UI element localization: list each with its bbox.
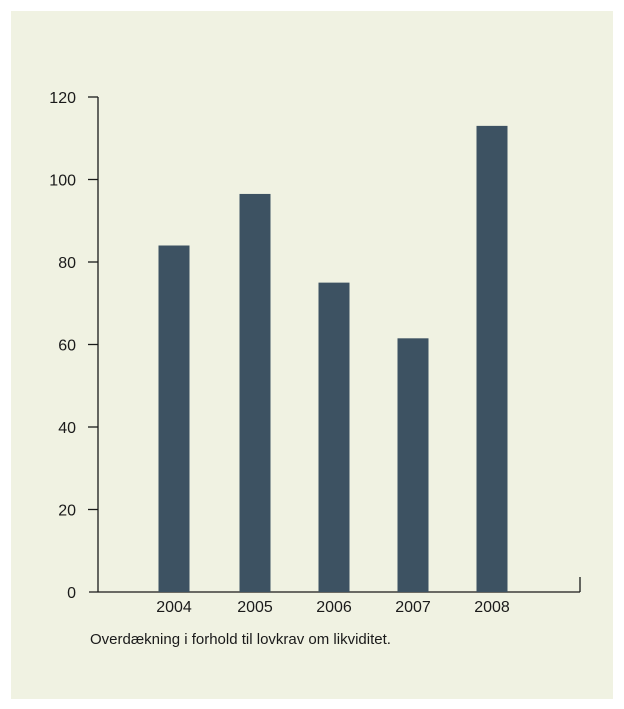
bar-2005 [239,193,271,592]
bar-2008 [476,125,508,592]
y-tick-label: 20 [58,503,76,520]
y-tick-label: 120 [49,90,76,107]
x-tick-label: 2008 [474,599,510,616]
y-tick-label: 40 [58,420,76,437]
y-tick-label: 100 [49,173,76,190]
chart-caption: Overdækning i forhold til lovkrav om lik… [90,631,391,648]
y-tick-label: 80 [58,255,76,272]
x-tick-label: 2005 [237,599,273,616]
y-tick-label: 0 [67,585,76,602]
bar-2006 [318,282,350,592]
x-tick-label: 2006 [316,599,352,616]
bars [158,125,508,592]
chart-panel [11,11,613,699]
x-tick-label: 2007 [395,599,431,616]
y-tick-label: 60 [58,338,76,355]
bar-2007 [397,338,429,592]
bar-2004 [158,245,190,592]
y-axis: 0 20 40 60 80 100 120 [49,90,99,602]
x-tick-label: 2004 [156,599,192,616]
